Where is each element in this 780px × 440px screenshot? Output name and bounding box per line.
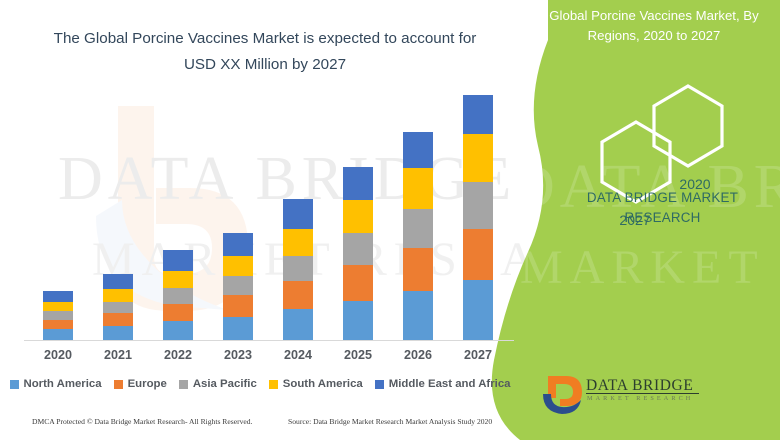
footer: DMCA Protected © Data Bridge Market Rese… bbox=[0, 414, 560, 434]
hexagon-group: 2027 2020 bbox=[588, 82, 748, 228]
x-axis-line bbox=[24, 340, 514, 341]
legend-swatch-icon bbox=[374, 379, 384, 389]
hexagon-label-2020: 2020 bbox=[679, 176, 711, 192]
legend-label: Middle East and Africa bbox=[388, 378, 511, 390]
bar-segment bbox=[43, 329, 73, 340]
x-axis-label-2024: 2024 bbox=[283, 348, 313, 362]
bar-segment bbox=[463, 134, 493, 183]
green-panel-shape bbox=[491, 0, 780, 440]
bar-segment bbox=[43, 301, 73, 312]
x-axis-label-2020: 2020 bbox=[43, 348, 73, 362]
bar-segment bbox=[403, 290, 433, 340]
bar-segment bbox=[343, 167, 373, 201]
bar-2020 bbox=[43, 290, 73, 340]
bar-segment bbox=[223, 233, 253, 256]
bar-segment bbox=[283, 281, 313, 310]
page-title: The Global Porcine Vaccines Market is ex… bbox=[53, 30, 477, 73]
bar-segment bbox=[103, 288, 133, 302]
bar-segment bbox=[103, 313, 133, 327]
bar-segment bbox=[463, 94, 493, 135]
bar-segment bbox=[343, 233, 373, 266]
bar-segment bbox=[283, 199, 313, 230]
hexagon-label-2027: 2027 bbox=[619, 212, 651, 228]
legend-swatch-icon bbox=[113, 379, 123, 389]
bar-segment bbox=[463, 280, 493, 340]
data-bridge-mark-icon bbox=[543, 376, 582, 414]
bar-segment bbox=[223, 316, 253, 340]
green-panel bbox=[480, 0, 780, 440]
chart-plot-area bbox=[28, 84, 508, 340]
bar-segment bbox=[163, 303, 193, 321]
bar-2024 bbox=[283, 199, 313, 340]
bar-segment bbox=[103, 326, 133, 340]
legend-label: North America bbox=[23, 378, 102, 390]
bar-segment bbox=[403, 168, 433, 209]
legend-item[interactable]: Middle East and Africa bbox=[374, 378, 511, 390]
x-axis-label-2027: 2027 bbox=[463, 348, 493, 362]
logo-rule bbox=[586, 393, 699, 394]
x-axis-label-2021: 2021 bbox=[103, 348, 133, 362]
legend-label: Europe bbox=[127, 378, 167, 390]
hexagon-shapes-icon bbox=[600, 84, 724, 204]
bar-2022 bbox=[163, 250, 193, 340]
footer-dmca-text: DMCA Protected © Data Bridge Market Rese… bbox=[32, 417, 253, 426]
bar-segment bbox=[223, 295, 253, 317]
bar-segment bbox=[463, 182, 493, 230]
chart-legend: North America Europe Asia Pacific South Ame… bbox=[0, 374, 520, 394]
bar-segment bbox=[163, 250, 193, 271]
x-axis-label-2023: 2023 bbox=[223, 348, 253, 362]
bar-segment bbox=[163, 287, 193, 304]
bar-segment bbox=[223, 255, 253, 277]
bar-segment bbox=[283, 309, 313, 340]
bar-segment bbox=[343, 200, 373, 234]
bar-segment bbox=[463, 229, 493, 281]
legend-item[interactable]: Europe bbox=[113, 378, 167, 390]
logo-subtext: MARKET RESEARCH bbox=[587, 395, 694, 402]
bar-segment bbox=[103, 301, 133, 314]
bar-segment bbox=[343, 265, 373, 301]
bar-segment bbox=[343, 300, 373, 340]
legend-swatch-icon bbox=[178, 379, 188, 389]
panel-title: Global Porcine Vaccines Market, By Regio… bbox=[549, 8, 759, 43]
bar-2023 bbox=[223, 233, 253, 340]
bar-2027 bbox=[463, 94, 493, 340]
bar-2026 bbox=[403, 132, 433, 340]
legend-label: South America bbox=[282, 378, 363, 390]
x-axis-label-2026: 2026 bbox=[403, 348, 433, 362]
x-axis-labels: 2020 2021 2022 2023 2024 2025 2026 2027 bbox=[28, 346, 508, 370]
bar-segment bbox=[403, 132, 433, 169]
footer-source-text: Source: Data Bridge Market Research Mark… bbox=[288, 417, 493, 426]
legend-item[interactable]: South America bbox=[268, 378, 363, 390]
legend-item[interactable]: North America bbox=[9, 378, 102, 390]
legend-swatch-icon bbox=[268, 379, 278, 389]
x-axis-label-2022: 2022 bbox=[163, 348, 193, 362]
bar-segment bbox=[283, 255, 313, 282]
bar-segment bbox=[43, 290, 73, 302]
bar-segment bbox=[43, 319, 73, 330]
legend-item[interactable]: Asia Pacific bbox=[178, 378, 257, 390]
bar-segment bbox=[103, 273, 133, 289]
bar-segment bbox=[403, 248, 433, 291]
stacked-bar-chart: 2020 2021 2022 2023 2024 2025 2026 2027 bbox=[0, 84, 520, 362]
bar-2025 bbox=[343, 167, 373, 340]
bar-segment bbox=[403, 208, 433, 249]
bar-segment bbox=[163, 320, 193, 340]
data-bridge-logo: DATA BRIDGE MARKET RESEARCH bbox=[540, 372, 730, 416]
panel-subtitle: DATA BRIDGE MARKET RESEARCH bbox=[586, 190, 739, 225]
bar-segment bbox=[283, 229, 313, 256]
x-axis-label-2025: 2025 bbox=[343, 348, 373, 362]
bar-2021 bbox=[103, 273, 133, 340]
bar-segment bbox=[223, 276, 253, 296]
legend-swatch-icon bbox=[9, 379, 19, 389]
bar-segment bbox=[163, 270, 193, 288]
logo-wordmark: DATA BRIDGE bbox=[586, 377, 694, 394]
bar-segment bbox=[43, 311, 73, 320]
legend-label: Asia Pacific bbox=[192, 378, 257, 390]
